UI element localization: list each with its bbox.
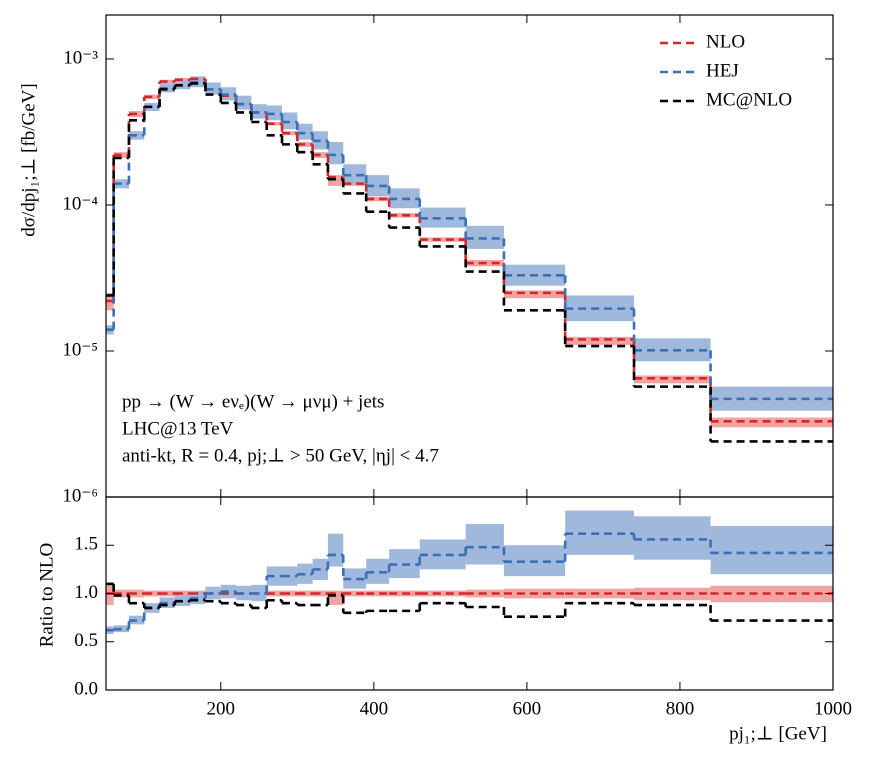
x-tick-label: 1000	[814, 698, 852, 719]
uncertainty-band	[419, 590, 466, 597]
y-tick-label: 10⁻⁵	[62, 339, 98, 360]
uncertainty-band	[465, 524, 504, 565]
annotation: anti-kt, R = 0.4, pj;⊥ > 50 GeV, |ηj| < …	[122, 445, 439, 466]
x-axis-label: pj₁;⊥ [GeV]	[729, 723, 827, 744]
y-tick-label: 0.0	[74, 678, 98, 699]
uncertainty-band	[366, 196, 390, 202]
annotation: pp → (W → eνₑ)(W → μνμ) + jets	[122, 391, 384, 412]
uncertainty-band	[297, 123, 313, 140]
uncertainty-band	[343, 590, 367, 597]
y-axis-label: dσ/dpj₁;⊥ [fb/GeV]	[18, 83, 39, 236]
x-tick-label: 800	[666, 698, 695, 719]
y-tick-label: 0.5	[74, 630, 98, 651]
y-tick-label: 10⁻³	[63, 47, 98, 68]
uncertainty-band	[366, 558, 390, 584]
uncertainty-band	[503, 290, 566, 299]
uncertainty-band	[710, 585, 833, 603]
x-tick-label: 400	[360, 698, 389, 719]
uncertainty-band	[634, 375, 711, 384]
uncertainty-band	[327, 533, 344, 567]
uncertainty-band	[343, 181, 367, 186]
uncertainty-band	[366, 590, 390, 597]
uncertainty-band	[419, 237, 466, 242]
uncertainty-band	[419, 207, 466, 228]
uncertainty-band	[710, 417, 833, 428]
uncertainty-band	[236, 95, 252, 110]
y-tick-label: 10⁻⁶	[62, 485, 98, 506]
uncertainty-band	[565, 336, 635, 345]
legend-label: MC@NLO	[706, 89, 792, 110]
legend-label: HEJ	[706, 60, 739, 81]
uncertainty-band	[634, 516, 711, 560]
uncertainty-band	[634, 587, 711, 601]
uncertainty-band	[327, 141, 344, 165]
uncertainty-band	[343, 568, 367, 589]
x-tick-label: 200	[207, 698, 236, 719]
y-tick-label: 1.5	[74, 534, 98, 555]
x-tick-label: 600	[513, 698, 542, 719]
uncertainty-band	[710, 525, 833, 575]
legend-label: NLO	[706, 31, 745, 52]
y-axis-label: Ratio to NLO	[36, 543, 57, 648]
uncertainty-band	[565, 588, 635, 599]
annotation: LHC@13 TeV	[122, 418, 234, 439]
uncertainty-band	[366, 175, 390, 197]
y-tick-label: 10⁻⁴	[62, 193, 98, 214]
uncertainty-band	[634, 338, 711, 362]
y-tick-label: 1.0	[74, 582, 98, 603]
uncertainty-band	[343, 164, 367, 184]
